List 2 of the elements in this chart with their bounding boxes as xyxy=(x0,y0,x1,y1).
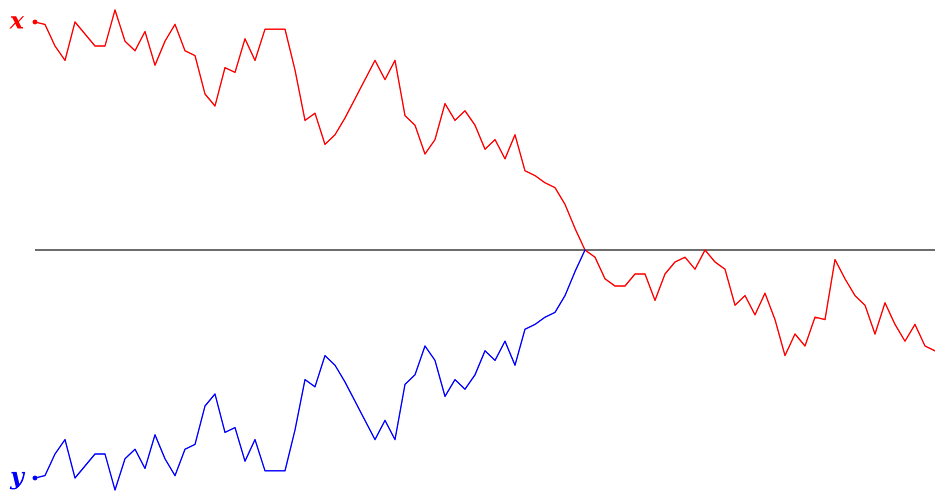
series-label: y xyxy=(10,472,26,490)
series-label: x xyxy=(9,16,24,29)
